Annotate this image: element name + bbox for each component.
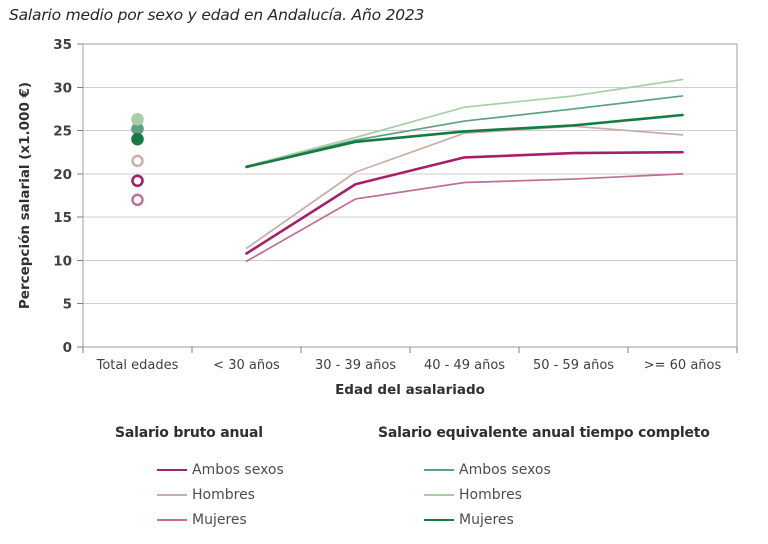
line-swatch [157, 494, 187, 496]
x-axis-title: Edad del asalariado [335, 382, 485, 398]
total-marker-1-mujeres [131, 132, 144, 146]
legend-item-equiv-hombres: Hombres [424, 486, 710, 504]
legend-group-salario-equivalente: Salario equivalente anual tiempo complet… [378, 425, 710, 536]
legend-item-label: Ambos sexos [192, 462, 284, 478]
x-tick-label: < 30 años [213, 358, 280, 373]
total-marker-0-hombres [131, 154, 144, 168]
legend-item-label: Ambos sexos [459, 462, 551, 478]
series-line-0-ambos-sexos [245, 150, 684, 255]
y-tick-label: 20 [53, 167, 72, 183]
legend-group-title: Salario bruto anual [115, 425, 263, 441]
salary-line-chart: 0 5 10 15 20 25 30 35 Total edades < 30 años 30 - … [17, 37, 738, 398]
series-line-1-hombres [245, 78, 684, 167]
series-line-1-mujeres [245, 113, 684, 169]
legend-item-label: Hombres [192, 487, 255, 503]
y-tick-label: 10 [53, 253, 72, 269]
x-tick-label: 30 - 39 años [315, 358, 396, 373]
legend-item-label: Mujeres [459, 512, 514, 528]
series-line-0-mujeres [245, 173, 684, 263]
total-marker-0-mujeres [131, 193, 144, 207]
total-marker-0-ambos-sexos [131, 174, 144, 188]
y-tick-label: 5 [63, 297, 72, 313]
legend-item-bruto-hombres: Hombres [157, 486, 284, 504]
line-swatch [424, 494, 454, 496]
legend-item-bruto-ambos-sexos: Ambos sexos [157, 461, 284, 479]
y-tick-label: 35 [53, 37, 72, 53]
total-marker-1-hombres [131, 113, 144, 126]
plot-border [82, 43, 738, 348]
y-tick-label: 15 [53, 210, 72, 226]
x-tick-label: 40 - 49 años [424, 358, 505, 373]
y-tick-label: 25 [53, 124, 72, 140]
legend-item-label: Hombres [459, 487, 522, 503]
total-marker-1-ambos-sexos [131, 122, 144, 136]
y-tick-label: 30 [53, 80, 72, 96]
legend-item-label: Mujeres [192, 512, 247, 528]
y-tick-label: 0 [63, 340, 72, 356]
series-line-0-hombres [245, 125, 684, 250]
y-axis-title: Percepción salarial (x1.000 €) [17, 82, 33, 309]
x-tick-label: Total edades [96, 358, 179, 373]
series-line-1-ambos-sexos [245, 95, 684, 167]
line-swatch [157, 468, 187, 472]
x-tick-label: >= 60 años [644, 358, 722, 373]
line-swatch [157, 519, 187, 521]
line-swatch [424, 469, 454, 471]
legend-item-equiv-mujeres: Mujeres [424, 511, 710, 529]
line-swatch [424, 518, 454, 522]
legend-item-bruto-mujeres: Mujeres [157, 511, 284, 529]
legend-group-title: Salario equivalente anual tiempo complet… [378, 425, 710, 441]
legend-item-equiv-ambos-sexos: Ambos sexos [424, 461, 710, 479]
chart-title: Salario medio por sexo y edad en Andaluc… [9, 6, 425, 24]
x-tick-label: 50 - 59 años [533, 358, 614, 373]
legend-group-salario-bruto: Salario bruto anual Ambos sexos Hombres … [115, 425, 284, 536]
